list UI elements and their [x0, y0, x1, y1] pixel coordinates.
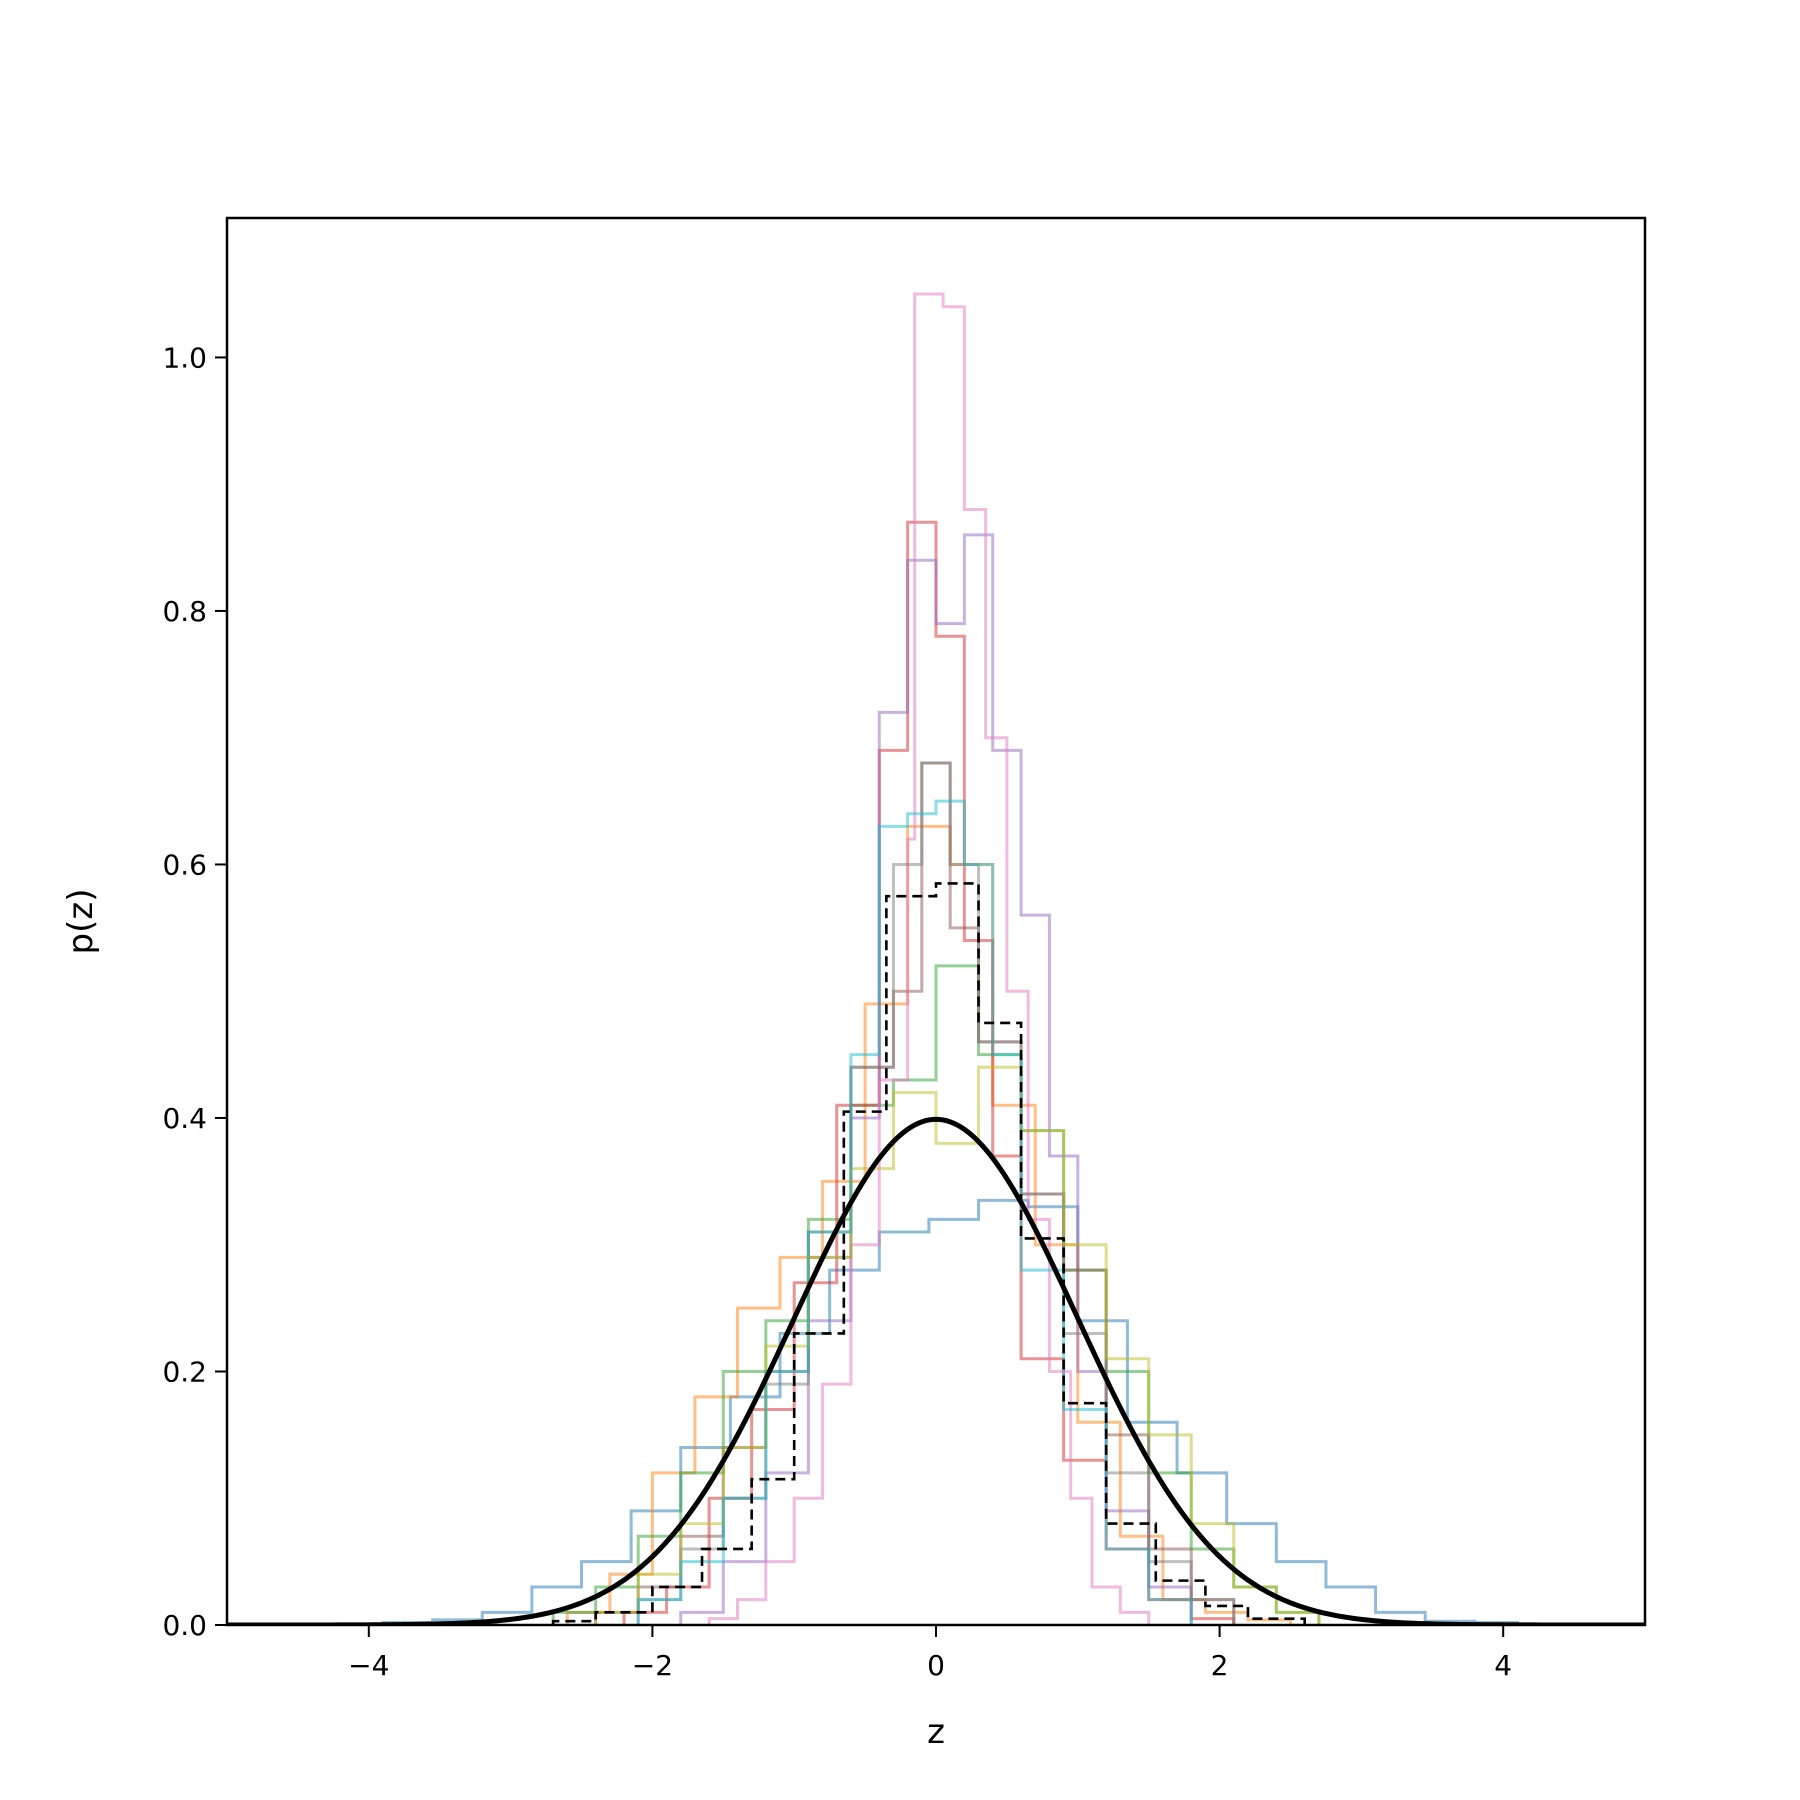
x-axis-label: z	[927, 1712, 945, 1752]
histogram-series-1	[381, 1198, 1519, 1625]
y-tick-label: 1.0	[162, 341, 207, 374]
plot-frame	[225, 216, 1647, 1627]
x-tick-label: 0	[927, 1649, 945, 1682]
y-tick-label: 0.6	[162, 848, 207, 881]
histogram-series-6	[594, 761, 1236, 1625]
y-tick-label: 0.0	[162, 1609, 207, 1642]
y-tick-label: 0.2	[162, 1355, 207, 1388]
histogram-series-10	[636, 799, 1193, 1625]
plot-area	[227, 292, 1645, 1625]
x-tick-label: 4	[1494, 1649, 1512, 1682]
axes: −4 −2 0 2 4 0.0 0.2 0.4 0.6 0.8 1.0	[162, 216, 1647, 1682]
y-tick-label: 0.4	[162, 1102, 207, 1135]
x-tick-label: −4	[348, 1649, 389, 1682]
histogram-series-7	[707, 292, 1151, 1625]
normal-pdf-curve	[227, 1116, 1645, 1625]
y-axis-label: p(z)	[61, 889, 101, 955]
y-tick-label: 0.8	[162, 595, 207, 628]
histogram-series-9	[594, 1065, 1321, 1625]
reference-histogram-dashed	[551, 882, 1306, 1625]
histogram-series-8	[636, 761, 1236, 1625]
x-tick-label: −2	[632, 1649, 673, 1682]
x-tick-label: 2	[1211, 1649, 1229, 1682]
histogram-series-3	[551, 964, 1321, 1625]
histogram-series-4	[622, 520, 1236, 1625]
